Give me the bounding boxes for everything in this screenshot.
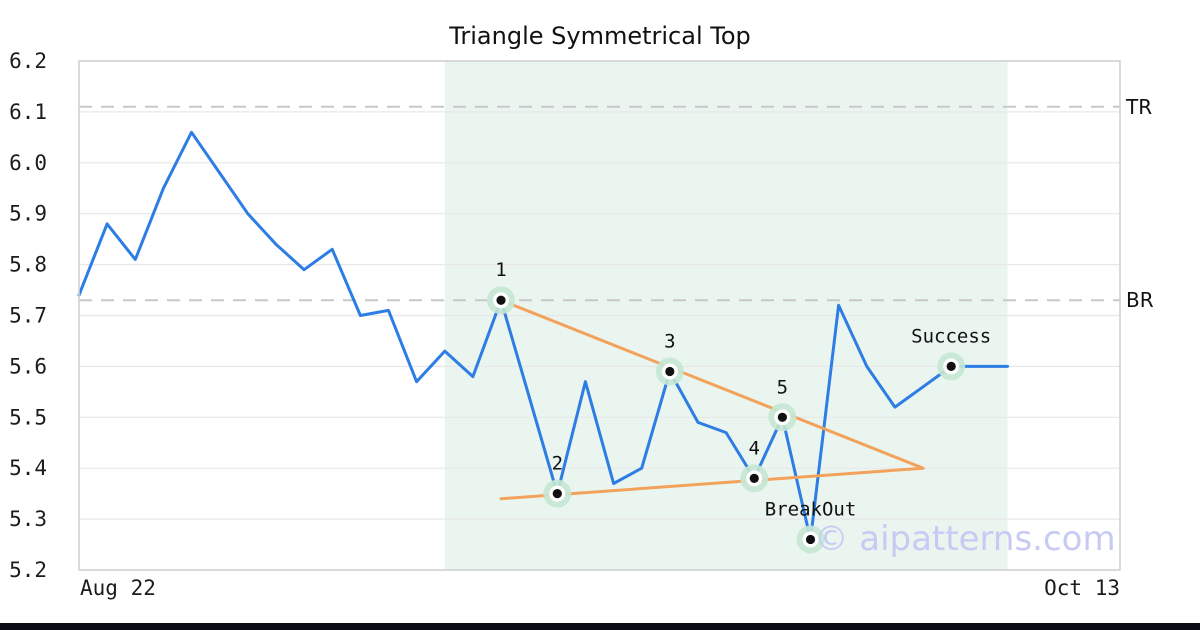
y-tick-label: 5.7 <box>9 304 47 328</box>
pivot-4-dot <box>749 473 759 483</box>
breakout-point-label: BreakOut <box>765 498 857 520</box>
plot-frame-layer <box>78 60 1121 571</box>
bottom-bar <box>0 623 1200 630</box>
pivot-1-dot <box>496 295 506 305</box>
marker-layer <box>487 286 966 554</box>
dashed-level-layer <box>79 105 1120 302</box>
success-point-label: Success <box>911 325 991 347</box>
pivot-2-label: 2 <box>552 453 563 475</box>
x-tick-label-end: Oct 13 <box>1044 576 1120 600</box>
annotation-label-layer: 1 2 3 4 5 BreakOut Success <box>495 259 991 520</box>
trendline-upper <box>499 298 925 470</box>
x-tick-label-start: Aug 22 <box>80 576 156 600</box>
y-tick-label: 6.1 <box>9 100 47 124</box>
pivot-2-dot <box>552 489 562 499</box>
y-tick-label: 5.2 <box>9 558 47 582</box>
y-tick-label: 5.4 <box>9 456 47 480</box>
success-point-dot <box>946 361 956 371</box>
y-tick-label: 5.3 <box>9 507 47 531</box>
y-tick-label-layer: 6.2 6.1 6.0 5.9 5.8 5.7 5.6 5.5 5.4 5.3 5.2 <box>9 49 47 582</box>
y-tick-label: 6.0 <box>9 151 47 175</box>
watermark: © aipatterns.com <box>814 519 1115 559</box>
trendline-layer <box>499 298 925 501</box>
price-line <box>77 130 1009 541</box>
pivot-4-label: 4 <box>749 437 760 459</box>
pivot-5-label: 5 <box>777 376 788 398</box>
plot-frame <box>78 60 1121 571</box>
pivot-3-label: 3 <box>664 330 675 352</box>
y-tick-label: 5.8 <box>9 253 47 277</box>
pivot-1-label: 1 <box>495 259 506 281</box>
price-line-layer <box>77 130 1009 541</box>
pivot-3-dot <box>665 366 675 377</box>
y-tick-label: 6.2 <box>9 49 47 73</box>
y-tick-label: 5.9 <box>9 202 47 226</box>
trendline-lower <box>499 466 925 501</box>
y-tick-label: 5.5 <box>9 405 47 429</box>
chart-title: Triangle Symmetrical Top <box>448 22 751 50</box>
target-level-label: TR <box>1125 95 1152 119</box>
y-tick-label: 5.6 <box>9 354 47 378</box>
pivot-5-dot <box>777 412 787 422</box>
breakout-point-dot <box>805 534 816 545</box>
breakout-level-label: BR <box>1126 288 1154 312</box>
